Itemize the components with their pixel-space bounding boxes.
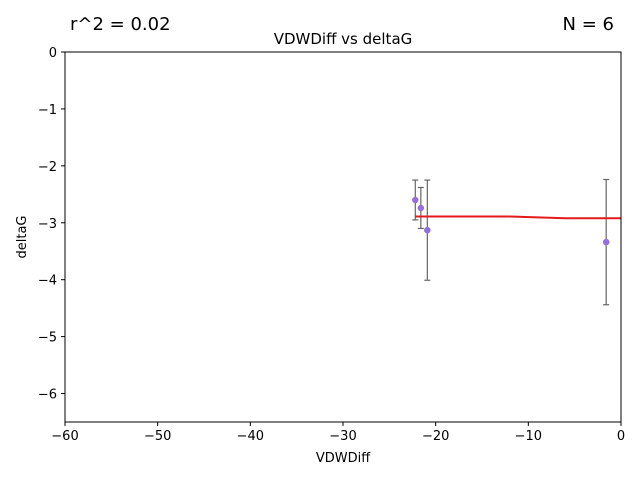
y-tick-label: −1 — [38, 103, 57, 118]
y-tick-label: 0 — [49, 46, 57, 61]
y-tick-label: −4 — [38, 274, 57, 289]
y-axis-label: deltaG — [15, 216, 30, 259]
x-tick-label: −20 — [422, 429, 449, 444]
data-marks — [412, 178, 621, 306]
x-ticks: −60 −50 −40 −30 −20 −10 0 — [51, 422, 625, 444]
chart-title: VDWDiff vs deltaG — [274, 30, 413, 48]
fit-line — [415, 215, 621, 220]
r-squared-label: r^2 = 0.02 — [70, 14, 171, 35]
x-tick-label: 0 — [617, 429, 625, 444]
y-tick-label: −5 — [38, 331, 57, 346]
y-tick-label: −2 — [38, 160, 57, 175]
plot-frame — [64, 51, 622, 423]
x-tick-label: −50 — [144, 429, 171, 444]
data-point — [602, 238, 610, 246]
data-point — [412, 196, 419, 204]
y-tick-label: −3 — [38, 217, 57, 232]
x-tick-label: −10 — [515, 429, 542, 444]
x-tick-label: −40 — [237, 429, 264, 444]
y-ticks: 0 −1 −2 −3 −4 −5 −6 — [38, 46, 65, 403]
x-axis-label: VDWDiff — [316, 451, 371, 466]
data-point — [417, 204, 425, 212]
y-tick-label: −6 — [38, 388, 57, 403]
x-tick-label: −30 — [329, 429, 356, 444]
x-tick-label: −60 — [51, 429, 78, 444]
data-point — [424, 226, 431, 234]
n-count-label: N = 6 — [563, 14, 614, 35]
